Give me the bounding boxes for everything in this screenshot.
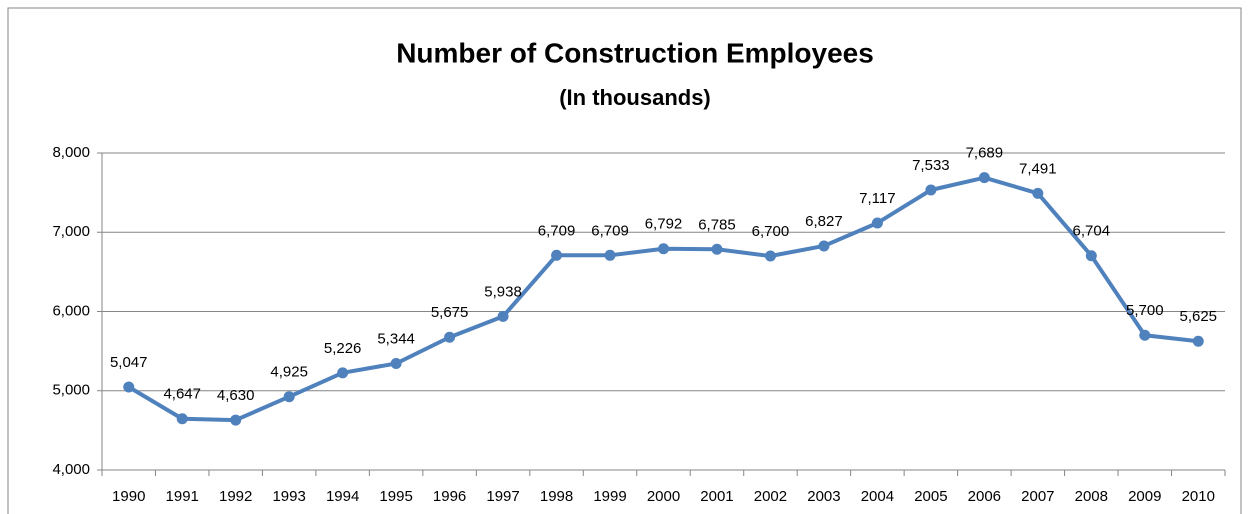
data-point (1139, 329, 1151, 341)
data-label: 5,700 (1126, 302, 1164, 319)
data-label: 5,344 (377, 330, 415, 347)
x-tick-label: 1994 (326, 488, 359, 505)
data-label: 5,226 (324, 340, 362, 357)
data-label: 7,533 (912, 157, 950, 174)
data-label: 6,792 (645, 216, 683, 233)
data-label: 7,491 (1019, 160, 1057, 177)
data-point (1085, 250, 1097, 262)
x-tick-label: 1996 (433, 488, 466, 505)
data-label: 7,117 (859, 190, 895, 207)
data-label: 6,785 (698, 216, 736, 233)
data-point (818, 240, 830, 252)
y-tick-label: 7,000 (52, 223, 90, 240)
data-label: 7,689 (966, 145, 1004, 162)
x-tick-label: 1998 (540, 488, 573, 505)
data-label: 5,938 (484, 283, 522, 300)
y-tick-label: 5,000 (52, 382, 90, 399)
x-tick-label: 2003 (807, 488, 840, 505)
data-point (283, 391, 295, 403)
x-tick-label: 2007 (1021, 488, 1054, 505)
x-tick-label: 2004 (861, 488, 894, 505)
data-point (1192, 335, 1204, 347)
data-label: 5,675 (431, 304, 469, 321)
data-point (764, 250, 776, 262)
x-tick-label: 2010 (1182, 488, 1215, 505)
data-point (390, 357, 402, 369)
chart-border (7, 7, 1242, 514)
y-tick-label: 8,000 (52, 144, 90, 161)
x-tick-label: 1997 (486, 488, 519, 505)
data-label: 4,925 (270, 364, 308, 381)
x-tick-label: 2001 (700, 488, 733, 505)
data-point (176, 413, 188, 425)
data-point (123, 381, 135, 393)
data-point (978, 172, 990, 184)
x-tick-label: 2005 (914, 488, 947, 505)
data-label: 5,625 (1179, 308, 1217, 325)
x-tick-label: 1993 (272, 488, 305, 505)
x-tick-label: 2002 (754, 488, 787, 505)
y-tick-label: 4,000 (52, 461, 90, 478)
x-tick-label: 1999 (593, 488, 626, 505)
data-point (658, 243, 669, 255)
data-point (871, 217, 883, 229)
data-point (1032, 187, 1044, 199)
data-point (230, 414, 242, 426)
x-tick-label: 1991 (166, 488, 199, 505)
data-label: 4,630 (217, 387, 255, 404)
data-label: 6,709 (538, 222, 576, 239)
data-point (711, 243, 723, 255)
data-label: 6,709 (591, 222, 629, 239)
data-label: 6,827 (805, 213, 843, 230)
chart-title: Number of Construction Employees (396, 37, 874, 68)
data-point (604, 249, 616, 261)
data-point (925, 184, 937, 196)
data-point (337, 367, 349, 379)
x-tick-label: 2009 (1128, 488, 1161, 505)
data-label: 6,700 (752, 223, 790, 240)
data-point (444, 331, 456, 343)
y-tick-label: 6,000 (52, 302, 90, 319)
x-tick-label: 2008 (1075, 488, 1108, 505)
data-point (551, 249, 563, 261)
data-label: 4,647 (163, 386, 201, 403)
x-tick-label: 2000 (647, 488, 680, 505)
data-point (497, 310, 509, 322)
x-tick-label: 1995 (379, 488, 412, 505)
x-tick-label: 1992 (219, 488, 252, 505)
data-label: 6,704 (1073, 223, 1111, 240)
x-tick-label: 2006 (968, 488, 1001, 505)
chart-subtitle: (In thousands) (559, 85, 711, 110)
x-tick-label: 1990 (112, 488, 145, 505)
data-label: 5,047 (110, 354, 148, 371)
